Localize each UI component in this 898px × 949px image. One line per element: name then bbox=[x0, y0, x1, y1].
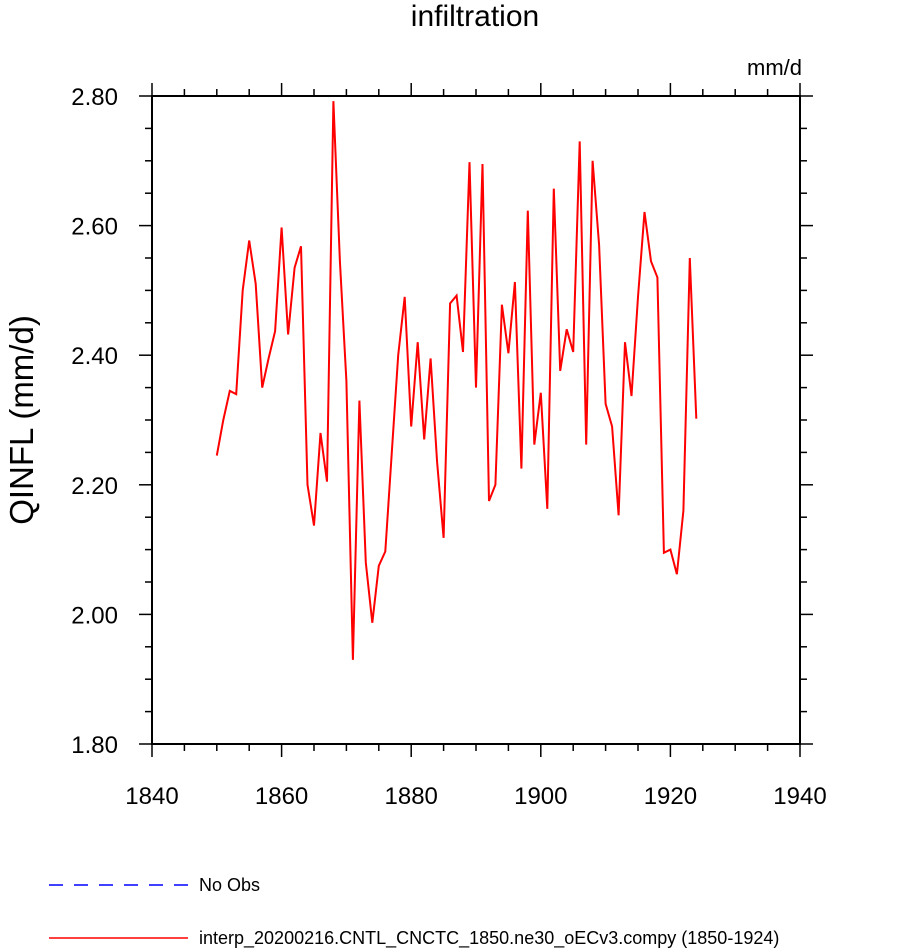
axis-tick-labels: 1840 1860 1880 1900 1920 1940 1.80 2.00 2.20 2.40… bbox=[71, 84, 826, 810]
series-line bbox=[215, 101, 698, 660]
x-tick-label: 1860 bbox=[255, 783, 308, 810]
x-tick-label: 1880 bbox=[385, 783, 438, 810]
legend-label-model: interp_20200216.CNTL_CNCTC_1850.ne30_oEC… bbox=[199, 928, 779, 949]
y-tick-label: 2.40 bbox=[71, 343, 118, 370]
axis-ticks bbox=[139, 83, 813, 757]
y-tick-label: 2.80 bbox=[71, 84, 118, 111]
y-tick-label: 2.00 bbox=[71, 602, 118, 629]
legend: No Obs interp_20200216.CNTL_CNCTC_1850.n… bbox=[49, 875, 779, 949]
series-layer bbox=[215, 101, 698, 660]
x-tick-label: 1940 bbox=[773, 783, 826, 810]
x-tick-label: 1840 bbox=[125, 783, 178, 810]
y-tick-label: 1.80 bbox=[71, 732, 118, 759]
legend-label-no-obs: No Obs bbox=[199, 875, 260, 895]
x-tick-label: 1920 bbox=[644, 783, 697, 810]
y-tick-label: 2.60 bbox=[71, 214, 118, 241]
chart-title: infiltration bbox=[411, 0, 539, 33]
y-axis-label: QINFL (mm/d) bbox=[3, 315, 40, 525]
y-tick-label: 2.20 bbox=[71, 473, 118, 500]
units-label: mm/d bbox=[747, 55, 802, 80]
x-tick-label: 1900 bbox=[514, 783, 567, 810]
plot-frame bbox=[151, 95, 801, 745]
